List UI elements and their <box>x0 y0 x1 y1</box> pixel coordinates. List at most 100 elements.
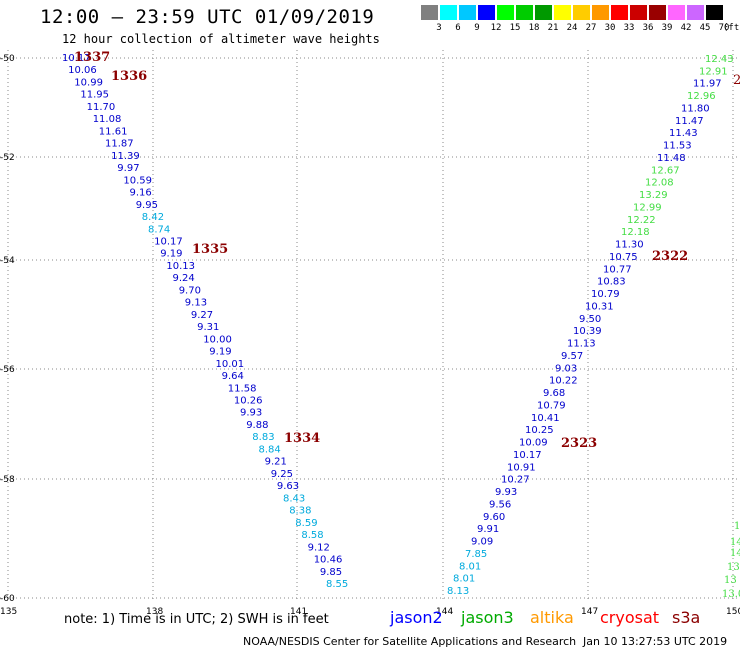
pass-number: 1337 <box>74 50 110 65</box>
swh-label: 10.77 <box>603 264 632 275</box>
legend-swatch <box>649 5 666 20</box>
legend-label: 42 <box>680 23 692 33</box>
swh-label: 8.74 <box>148 224 170 235</box>
swh-label: 9.25 <box>271 469 293 480</box>
swh-label: 9.19 <box>209 347 231 358</box>
legend-cryosat: cryosat <box>600 608 660 627</box>
legend-unit: (ft) <box>723 23 740 33</box>
legend-label: 12 <box>490 23 502 33</box>
swh-label: 11.97 <box>693 79 722 90</box>
pass-number: 2322 <box>652 249 688 264</box>
lon-tick-label: 141 <box>290 607 307 617</box>
lon-tick-label: 144 <box>436 607 453 617</box>
legend-jason2: jason2 <box>390 608 443 627</box>
swh-label: 10.17 <box>62 53 91 64</box>
edge-partial-label: 2 <box>733 73 740 88</box>
swh-label: 12.91 <box>699 66 728 77</box>
edge-partial-label: 13 <box>727 562 740 573</box>
pass-number: 1336 <box>111 69 147 84</box>
swh-label: 9.31 <box>197 322 219 333</box>
map-subtitle: 12 hour collection of altimeter wave hei… <box>62 32 380 46</box>
lat-tick-label: -58 <box>0 475 15 485</box>
swh-label: 10.59 <box>123 175 152 186</box>
swh-label: 10.79 <box>591 289 620 300</box>
legend-swatch <box>516 5 533 20</box>
legend-label: 18 <box>528 23 540 33</box>
swh-label: 11.39 <box>111 151 140 162</box>
swh-label: 9.93 <box>240 408 262 419</box>
legend-swatch <box>554 5 571 20</box>
map-title: 12:00 – 23:59 UTC 01/09/2019 <box>40 6 375 28</box>
legend-swatch <box>478 5 495 20</box>
swh-label: 10.17 <box>154 237 183 248</box>
swh-label: 11.58 <box>228 383 257 394</box>
swh-label: 9.85 <box>320 567 342 578</box>
swh-label: 9.60 <box>483 512 505 523</box>
timestamp-text: Jan 10 13:27:53 UTC 2019 <box>583 635 728 648</box>
swh-label: 11.95 <box>80 90 109 101</box>
swh-label: 10.13 <box>166 261 195 272</box>
swh-label: 8.83 <box>252 432 274 443</box>
swh-label: 9.57 <box>561 351 583 362</box>
legend-swatch <box>573 5 590 20</box>
swh-label: 10.46 <box>314 555 343 566</box>
legend-label: 9 <box>474 23 480 33</box>
swh-label: 12.43 <box>705 54 734 65</box>
swh-label: 11.08 <box>93 114 122 125</box>
swh-label: 8.59 <box>295 518 317 529</box>
swh-label: 9.16 <box>130 188 152 199</box>
lat-tick-label: -56 <box>0 365 15 375</box>
swh-label: 9.24 <box>173 273 195 284</box>
swh-label: 10.79 <box>537 400 566 411</box>
swh-label: 10.75 <box>609 252 638 263</box>
swh-label: 7.85 <box>465 549 487 560</box>
swh-label: 8.55 <box>326 579 348 590</box>
swh-label: 9.91 <box>477 524 499 535</box>
legend-label: 45 <box>699 23 711 33</box>
swh-label: 8.42 <box>142 212 164 223</box>
swh-label: 10.06 <box>68 65 97 76</box>
lon-tick-label: 135 <box>0 607 17 617</box>
swh-label: 8.01 <box>453 574 475 585</box>
swh-label: 9.50 <box>579 314 601 325</box>
lon-tick-label: 150 <box>726 607 740 617</box>
swh-label: 12.08 <box>645 178 674 189</box>
legend-swatch <box>706 5 723 20</box>
swh-label: 11.70 <box>87 102 116 113</box>
swh-label: 11.80 <box>681 104 710 115</box>
legend-label: 36 <box>642 23 654 33</box>
legend-swatch <box>592 5 609 20</box>
swh-label: 10.41 <box>531 413 560 424</box>
legend-swatch <box>421 5 438 20</box>
edge-partial-label: 1 <box>734 521 740 532</box>
swh-label: 11.13 <box>567 339 596 350</box>
swh-label: 13.29 <box>639 190 668 201</box>
swh-label: 11.30 <box>615 240 644 251</box>
swh-label: 11.43 <box>669 128 698 139</box>
legend-altika: altika <box>530 608 574 627</box>
swh-label: 12.22 <box>627 215 656 226</box>
swh-label: 9.64 <box>222 371 244 382</box>
legend-swatch <box>459 5 476 20</box>
edge-partial-label: 13.0 <box>722 589 740 600</box>
swh-label: 11.61 <box>99 126 128 137</box>
edge-partial-label: 13 <box>724 575 737 586</box>
swh-label: 10.26 <box>234 396 263 407</box>
legend-swatch <box>687 5 704 20</box>
legend-label: 6 <box>455 23 461 33</box>
pass-number: 2323 <box>561 436 597 451</box>
swh-label: 12.67 <box>651 165 680 176</box>
legend-label: 24 <box>566 23 578 33</box>
note-text: note: 1) Time is in UTC; 2) SWH is in fe… <box>64 612 329 627</box>
legend-swatch <box>497 5 514 20</box>
swh-label: 8.01 <box>459 561 481 572</box>
legend-label: 70 <box>718 23 730 33</box>
credit-text: NOAA/NESDIS Center for Satellite Applica… <box>243 635 577 648</box>
swh-label: 9.27 <box>191 310 213 321</box>
legend-swatch <box>535 5 552 20</box>
swh-label: 10.31 <box>585 301 614 312</box>
legend-label: 21 <box>547 23 559 33</box>
swh-label: 9.12 <box>308 542 330 553</box>
legend-label: 3 <box>436 23 442 33</box>
lat-tick-label: -50 <box>0 54 15 64</box>
